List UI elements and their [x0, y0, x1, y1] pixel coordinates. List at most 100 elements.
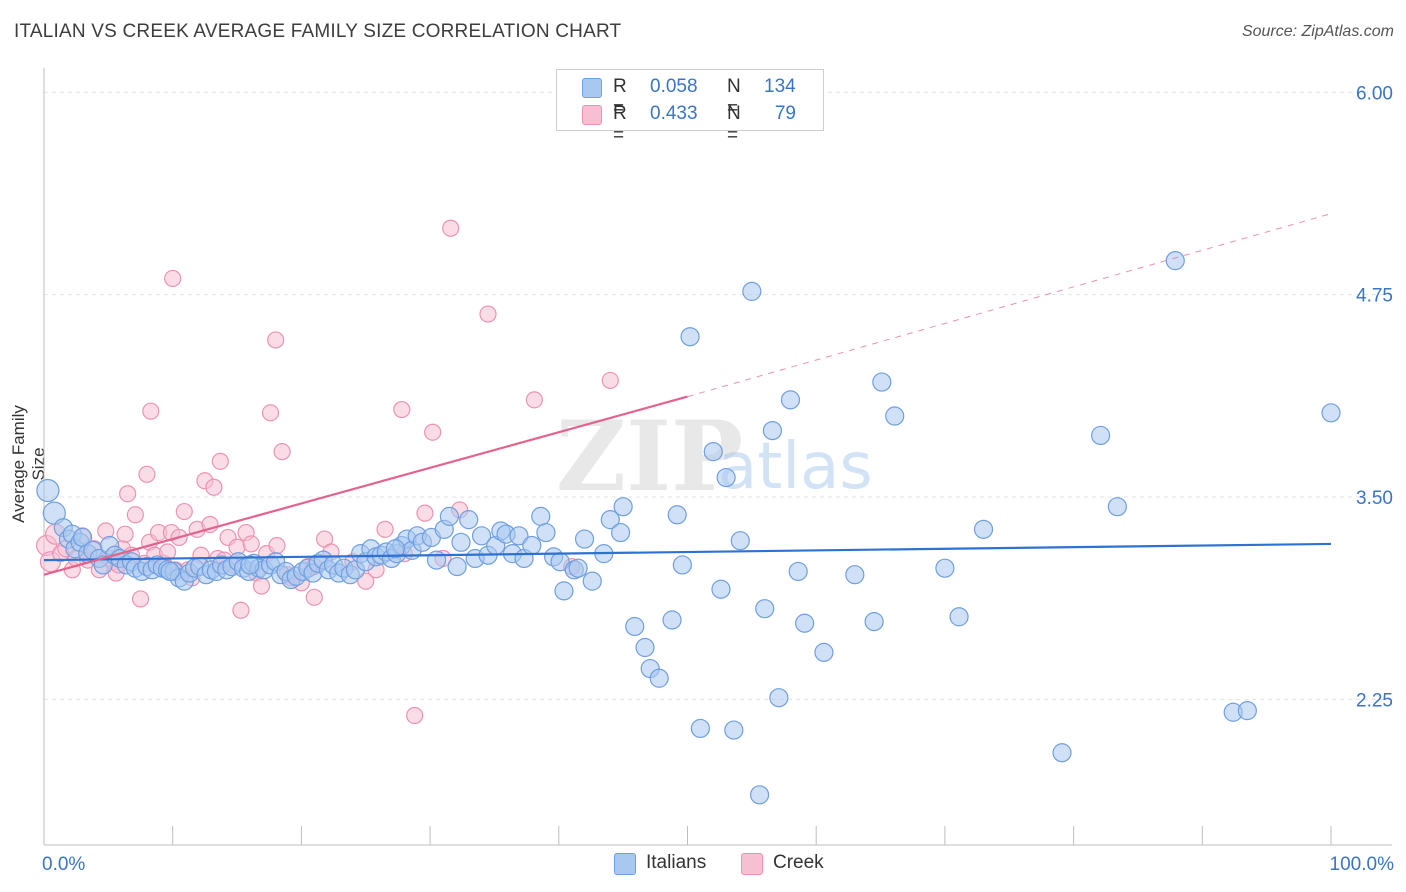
x-tick-label: 0.0% [42, 854, 85, 875]
creek-point [376, 520, 394, 538]
creek-point [205, 478, 223, 496]
creek-point [232, 601, 250, 619]
creek-point [268, 536, 286, 555]
italians-point [635, 637, 655, 658]
watermark-atlas: atlas [718, 430, 873, 504]
creek-point [138, 465, 156, 483]
creek-point [267, 331, 285, 349]
italians-point [426, 550, 447, 570]
creek-points [35, 219, 619, 725]
italians-point [845, 565, 865, 585]
creek-legend-label: Creek [773, 852, 824, 873]
italians-point [949, 607, 969, 627]
italians-point [240, 555, 260, 575]
italians-r-value: 0.058 [650, 76, 698, 97]
correlation-legend: R = 0.058 N = 134 R = 0.433 N = 79 [556, 69, 824, 146]
italians-point [667, 505, 687, 525]
creek-point [252, 577, 271, 595]
italians-point [160, 561, 180, 582]
creek-r-value: 0.433 [650, 103, 698, 124]
creek-n-value: 79 [774, 103, 796, 124]
italians-point [568, 558, 588, 578]
italians-swatch [582, 78, 602, 98]
italians-point [471, 526, 492, 546]
creek-point [242, 535, 260, 553]
italians-point [872, 372, 892, 392]
italians-point [672, 555, 692, 575]
italians-point [531, 506, 551, 526]
creek-point [131, 590, 150, 608]
italians-points [36, 251, 1341, 805]
x-tick-label: 100.0% [1330, 854, 1395, 875]
italians-point [600, 510, 620, 530]
italians-point [582, 571, 602, 591]
italians-point [864, 612, 884, 632]
creek-n-label: N = [727, 103, 741, 146]
italians-point [649, 668, 669, 688]
italians-point [680, 327, 700, 347]
italians-legend-swatch [614, 853, 636, 875]
creek-point [164, 269, 182, 288]
creek-point [479, 305, 497, 323]
italians-point [716, 467, 736, 488]
axes [43, 68, 1392, 846]
italians-point [690, 718, 710, 739]
y-tick-label: 3.50 [1356, 488, 1393, 509]
italians-point [788, 561, 808, 582]
creek-point [305, 588, 323, 606]
creek-point [393, 400, 411, 419]
italians-point [769, 688, 789, 708]
italians-n-value: 134 [764, 76, 796, 97]
creek-point [424, 423, 442, 441]
italians-point [1237, 701, 1257, 721]
creek-point [126, 506, 144, 524]
italians-point [1107, 497, 1127, 517]
creek-r-label: R = [613, 103, 627, 146]
italians-point [610, 522, 631, 543]
creek-legend-swatch [741, 853, 763, 875]
creek-point [416, 504, 434, 522]
italians-point [459, 510, 479, 530]
creek-point [261, 404, 280, 422]
italians-point [554, 581, 574, 601]
italians-legend-label: Italians [646, 852, 707, 873]
creek-point [601, 371, 619, 390]
italians-point [724, 720, 744, 740]
tick-labels: 6.00 4.75 3.50 2.25 0.0% 100.0% [42, 83, 1394, 875]
italians-point [613, 497, 633, 517]
creek-point [116, 525, 134, 543]
italians-r-label: R = [613, 76, 627, 119]
creek-point [211, 452, 229, 470]
creek-point [357, 572, 375, 590]
italians-point [749, 785, 770, 805]
italians-n-label: N = [727, 76, 741, 119]
y-tick-label: 6.00 [1356, 83, 1393, 104]
creek-point [525, 391, 543, 409]
italians-point [574, 529, 595, 549]
chart-title: ITALIAN VS CREEK AVERAGE FAMILY SIZE COR… [14, 21, 622, 42]
creek-point [175, 502, 193, 521]
italians-point [795, 613, 815, 633]
italians-point [1091, 425, 1111, 446]
creek-point [142, 402, 160, 420]
italians-point [509, 526, 529, 546]
italians-point [935, 558, 955, 578]
italians-point [973, 519, 994, 539]
italians-point [536, 522, 556, 543]
italians-point [522, 535, 542, 556]
italians-point [662, 610, 682, 630]
italians-point [451, 532, 471, 552]
creek-point [119, 485, 137, 503]
trend-lines [43, 213, 1332, 576]
italians-point [814, 642, 834, 662]
italians-point [885, 406, 905, 426]
creek-trend-line [43, 395, 688, 576]
italians-point [730, 531, 750, 551]
italians-point [1321, 403, 1341, 423]
italians-point [36, 478, 60, 503]
italians-point [42, 501, 66, 525]
y-tick-label: 2.25 [1356, 690, 1393, 711]
creek-point [406, 706, 424, 725]
italians-point [755, 599, 775, 619]
